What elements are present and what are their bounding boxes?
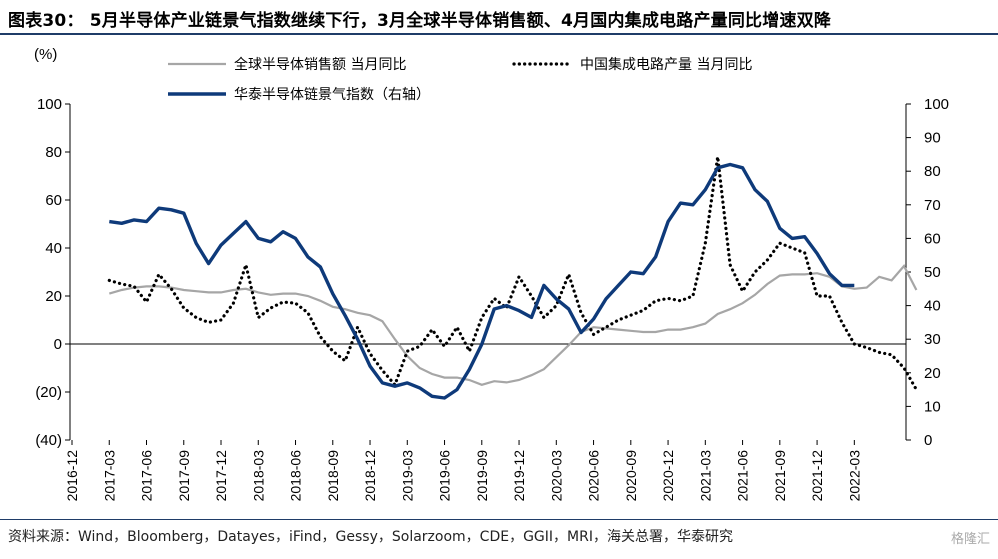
series-line-huatai-index bbox=[109, 162, 855, 400]
x-tick-label: 2020-12 bbox=[660, 450, 676, 502]
x-tick-label: 2019-09 bbox=[474, 450, 490, 502]
x-tick-label: 2020-09 bbox=[623, 450, 639, 502]
title-rule bbox=[0, 33, 998, 35]
y-left-tick-label: (40) bbox=[35, 432, 62, 449]
x-tick-label: 2019-03 bbox=[399, 450, 415, 502]
x-tick-label: 2022-03 bbox=[846, 450, 862, 502]
watermark-logo: 格隆汇 bbox=[950, 532, 990, 547]
x-tick-label: 2016-12 bbox=[64, 450, 80, 502]
x-tick-label: 2017-06 bbox=[139, 450, 155, 502]
chart-canvas: (%)100806040200(20)(40)10090807060504030… bbox=[34, 46, 949, 501]
legend-label: 华泰半导体链景气指数（右轴） bbox=[234, 87, 430, 103]
x-tick-label: 2021-12 bbox=[809, 450, 825, 502]
y-right-tick-label: 70 bbox=[924, 197, 941, 214]
y-right-tick-label: 20 bbox=[924, 365, 941, 382]
series-line-global-semi-sales bbox=[108, 264, 918, 386]
y-right-tick-label: 60 bbox=[924, 230, 941, 247]
chart-title: 图表30： 5月半导体产业链景气指数继续下行，3月全球半导体销售额、4月国内集成… bbox=[8, 11, 832, 31]
axes-layer: (%)100806040200(20)(40)10090807060504030… bbox=[34, 46, 949, 501]
y-right-tick-label: 90 bbox=[924, 130, 941, 147]
x-tick-label: 2017-03 bbox=[101, 450, 117, 502]
y-right-tick-label: 30 bbox=[924, 331, 941, 348]
x-tick-label: 2021-03 bbox=[697, 450, 713, 502]
y-right-tick-label: 80 bbox=[924, 163, 941, 180]
y-right-tick-label: 10 bbox=[924, 398, 941, 415]
x-tick-label: 2019-12 bbox=[511, 450, 527, 502]
x-tick-label: 2019-06 bbox=[437, 450, 453, 502]
title-bar: 图表30： 5月半导体产业链景气指数继续下行，3月全球半导体销售额、4月国内集成… bbox=[0, 0, 998, 35]
y-left-tick-label: 80 bbox=[45, 144, 62, 161]
x-tick-label: 2020-03 bbox=[548, 450, 564, 502]
x-tick-label: 2017-09 bbox=[176, 450, 192, 502]
source-note: 资料来源：Wind，Bloomberg，Datayes，iFind，Gessy，… bbox=[8, 529, 733, 545]
y-left-tick-label: 60 bbox=[45, 192, 62, 209]
x-tick-label: 2018-06 bbox=[288, 450, 304, 502]
x-tick-label: 2021-06 bbox=[735, 450, 751, 502]
legend-label: 中国集成电路产量 当月同比 bbox=[580, 56, 752, 73]
y-right-tick-label: 100 bbox=[924, 96, 949, 113]
y-right-tick-label: 0 bbox=[924, 432, 932, 449]
x-tick-label: 2020-06 bbox=[586, 450, 602, 502]
x-tick-label: 2018-03 bbox=[250, 450, 266, 502]
y-left-tick-label: 20 bbox=[45, 288, 62, 305]
y-left-tick-label: 40 bbox=[45, 240, 62, 257]
y-unit-label: (%) bbox=[34, 46, 57, 63]
legend-label: 全球半导体销售额 当月同比 bbox=[234, 56, 406, 73]
x-tick-label: 2018-09 bbox=[325, 450, 341, 502]
series-line-china-ic-output bbox=[107, 156, 919, 392]
footer-rule bbox=[0, 519, 998, 520]
y-left-tick-label: 0 bbox=[54, 336, 62, 353]
x-tick-label: 2018-12 bbox=[362, 450, 378, 502]
x-tick-label: 2021-09 bbox=[772, 450, 788, 502]
x-tick-label: 2017-12 bbox=[213, 450, 229, 502]
series-layer bbox=[107, 156, 919, 400]
y-right-tick-label: 50 bbox=[924, 264, 941, 281]
y-left-tick-label: 100 bbox=[37, 96, 62, 113]
y-right-tick-label: 40 bbox=[924, 298, 941, 315]
y-left-tick-label: (20) bbox=[35, 384, 62, 401]
